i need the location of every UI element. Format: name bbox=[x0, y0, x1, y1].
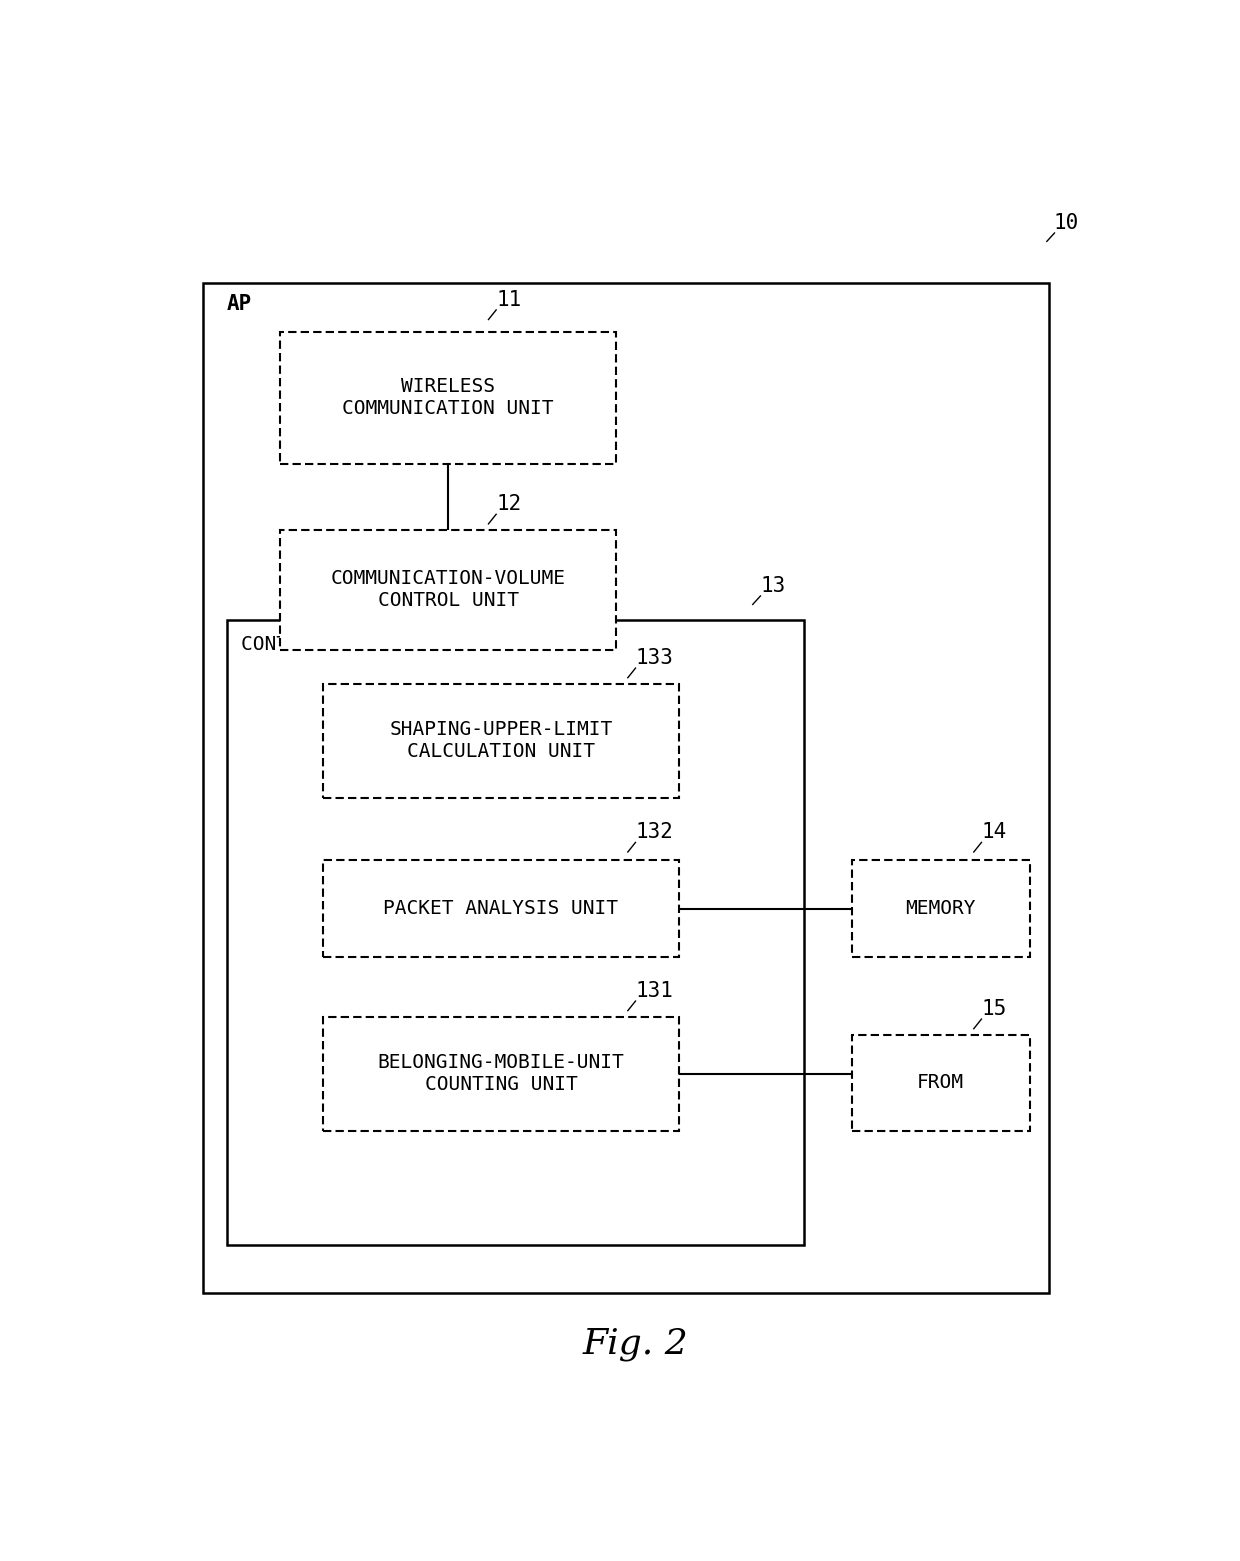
Text: 132: 132 bbox=[635, 823, 673, 843]
Text: 14: 14 bbox=[982, 823, 1007, 843]
Text: MEMORY: MEMORY bbox=[905, 899, 976, 918]
Bar bbox=[852, 860, 1029, 957]
Bar bbox=[280, 529, 616, 649]
Text: 12: 12 bbox=[496, 495, 521, 514]
Text: 133: 133 bbox=[635, 648, 673, 668]
Text: 131: 131 bbox=[635, 980, 673, 1001]
Text: 11: 11 bbox=[496, 290, 521, 311]
Bar bbox=[324, 860, 678, 957]
Text: 10: 10 bbox=[1054, 212, 1079, 233]
Text: AP: AP bbox=[227, 293, 252, 314]
Text: 13: 13 bbox=[760, 576, 786, 596]
Text: COMMUNICATION-VOLUME
CONTROL UNIT: COMMUNICATION-VOLUME CONTROL UNIT bbox=[331, 570, 565, 610]
Bar bbox=[324, 1016, 678, 1130]
Text: PACKET ANALYSIS UNIT: PACKET ANALYSIS UNIT bbox=[383, 899, 619, 918]
Text: Fig. 2: Fig. 2 bbox=[583, 1327, 688, 1361]
Text: SHAPING-UPPER-LIMIT
CALCULATION UNIT: SHAPING-UPPER-LIMIT CALCULATION UNIT bbox=[389, 720, 613, 762]
Text: WIRELESS
COMMUNICATION UNIT: WIRELESS COMMUNICATION UNIT bbox=[342, 378, 554, 418]
Bar bbox=[324, 684, 678, 798]
Bar bbox=[280, 331, 616, 464]
Bar bbox=[227, 620, 804, 1246]
Text: BELONGING-MOBILE-UNIT
COUNTING UNIT: BELONGING-MOBILE-UNIT COUNTING UNIT bbox=[378, 1054, 624, 1094]
Bar bbox=[203, 284, 1049, 1293]
Text: CONTROL UNIT: CONTROL UNIT bbox=[242, 635, 382, 654]
Bar bbox=[852, 1035, 1029, 1130]
Text: FROM: FROM bbox=[918, 1074, 965, 1093]
Text: 15: 15 bbox=[982, 999, 1007, 1019]
